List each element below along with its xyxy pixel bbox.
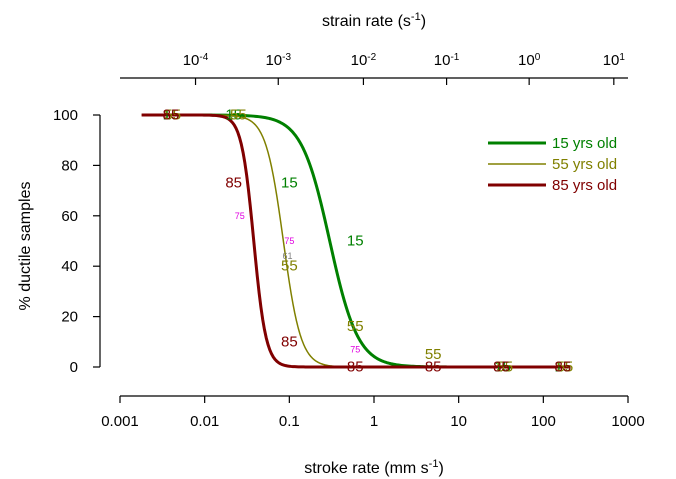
data-point-label: 85 [225, 175, 242, 192]
data-point-label: 55 [496, 359, 513, 376]
legend-label: 55 yrs old [552, 156, 617, 173]
data-point-label: 15 [281, 175, 298, 192]
data-point-label: 55 [230, 107, 247, 124]
legend-label: 15 yrs old [552, 135, 617, 152]
data-point-label: 15 [555, 359, 572, 376]
series-line-85 [141, 113, 569, 369]
x-tick-label: 100 [531, 413, 556, 430]
data-point-label: 75 [235, 211, 245, 221]
data-point-label: 55 [281, 258, 298, 275]
legend-label: 85 yrs old [552, 177, 617, 194]
x-tick-label: 0.001 [101, 413, 139, 430]
data-point-label: 55 [425, 346, 442, 363]
x-tick-label: 0.1 [279, 413, 300, 430]
data-point-label: 75 [350, 344, 360, 354]
curves-group [141, 113, 569, 369]
data-point-label: 75 [284, 236, 294, 246]
data-point-label: 85 [493, 359, 510, 376]
y-tick-label: 60 [61, 208, 78, 225]
data-point-label: 15 [225, 107, 242, 124]
data-point-label: 55 [557, 359, 574, 376]
x2-axis-title: strain rate (s-1) [322, 11, 426, 30]
x2-tick-label: 10-2 [351, 52, 377, 70]
x2-tick-label: 10-3 [265, 52, 291, 70]
y-tick-label: 80 [61, 157, 78, 174]
data-point-label: 61 [282, 251, 292, 261]
x-tick-label: 10 [450, 413, 467, 430]
data-point-label: 55 [164, 107, 181, 124]
series-line-15 [175, 113, 569, 369]
y-tick-label: 40 [61, 258, 78, 275]
y-tick-label: 20 [61, 309, 78, 326]
data-point-label: 85 [555, 359, 572, 376]
legend: 15 yrs old 55 yrs old 85 yrs old [488, 135, 617, 194]
x2-tick-label: 101 [603, 52, 626, 70]
data-point-label: 85 [347, 359, 364, 376]
data-point-label: 15 [494, 359, 511, 376]
data-point-label: 15 [163, 107, 180, 124]
data-point-label: 55 [347, 318, 364, 335]
x-tick-label: 0.01 [190, 413, 219, 430]
y-axis-title: % ductile samples [17, 182, 34, 311]
data-point-label: 15 [347, 233, 364, 250]
y-tick-label: 0 [70, 359, 78, 376]
y-tick-label: 100 [53, 107, 78, 124]
x2-tick-label: 100 [518, 52, 541, 70]
x-tick-label: 1000 [611, 413, 644, 430]
x2-tick-label: 10-4 [183, 52, 209, 70]
data-point-label: 85 [425, 359, 442, 376]
x2-tick-label: 10-1 [434, 52, 460, 70]
data-point-label: 85 [163, 107, 180, 124]
data-point-label: 85 [281, 333, 298, 350]
x-axis-title: stroke rate (mm s-1) [304, 458, 444, 477]
x-tick-label: 1 [370, 413, 378, 430]
